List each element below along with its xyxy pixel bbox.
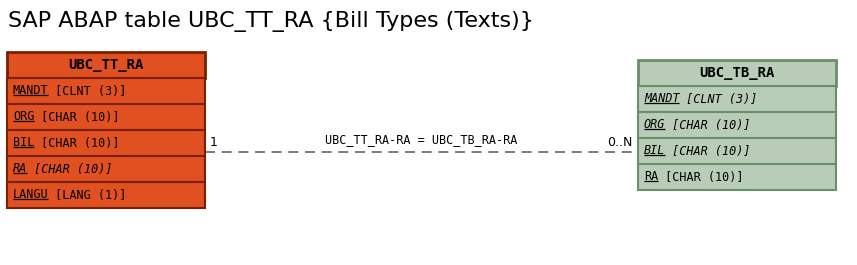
- Bar: [638, 164, 836, 190]
- Text: ORG: ORG: [644, 118, 665, 131]
- Text: UBC_TT_RA: UBC_TT_RA: [69, 58, 144, 72]
- Text: UBC_TT_RA-RA = UBC_TB_RA-RA: UBC_TT_RA-RA = UBC_TB_RA-RA: [326, 133, 518, 146]
- Text: BIL: BIL: [644, 144, 665, 157]
- Bar: [638, 138, 836, 164]
- Text: ORG: ORG: [13, 111, 34, 123]
- Text: [CHAR (10)]: [CHAR (10)]: [665, 118, 751, 131]
- Bar: [7, 130, 205, 156]
- Text: [LANG (1)]: [LANG (1)]: [48, 188, 127, 201]
- Bar: [638, 86, 836, 112]
- Text: MANDT: MANDT: [13, 85, 49, 98]
- Text: UBC_TB_RA: UBC_TB_RA: [699, 66, 775, 80]
- Text: 1: 1: [210, 136, 218, 149]
- Text: MANDT: MANDT: [644, 92, 680, 105]
- Bar: [7, 104, 205, 130]
- Text: [CLNT (3)]: [CLNT (3)]: [680, 92, 758, 105]
- Bar: [638, 60, 836, 86]
- Text: BIL: BIL: [13, 136, 34, 149]
- Text: [CHAR (10)]: [CHAR (10)]: [658, 170, 744, 183]
- Text: 0..N: 0..N: [608, 136, 633, 149]
- Text: RA: RA: [13, 162, 27, 175]
- Text: RA: RA: [644, 170, 658, 183]
- Bar: [7, 78, 205, 104]
- Bar: [7, 52, 205, 78]
- Text: [CLNT (3)]: [CLNT (3)]: [48, 85, 127, 98]
- Bar: [638, 112, 836, 138]
- Bar: [7, 182, 205, 208]
- Text: LANGU: LANGU: [13, 188, 49, 201]
- Text: [CHAR (10)]: [CHAR (10)]: [34, 136, 120, 149]
- Text: [CHAR (10)]: [CHAR (10)]: [27, 162, 112, 175]
- Text: [CHAR (10)]: [CHAR (10)]: [34, 111, 120, 123]
- Text: [CHAR (10)]: [CHAR (10)]: [665, 144, 751, 157]
- Bar: [7, 156, 205, 182]
- Text: SAP ABAP table UBC_TT_RA {Bill Types (Texts)}: SAP ABAP table UBC_TT_RA {Bill Types (Te…: [8, 11, 534, 33]
